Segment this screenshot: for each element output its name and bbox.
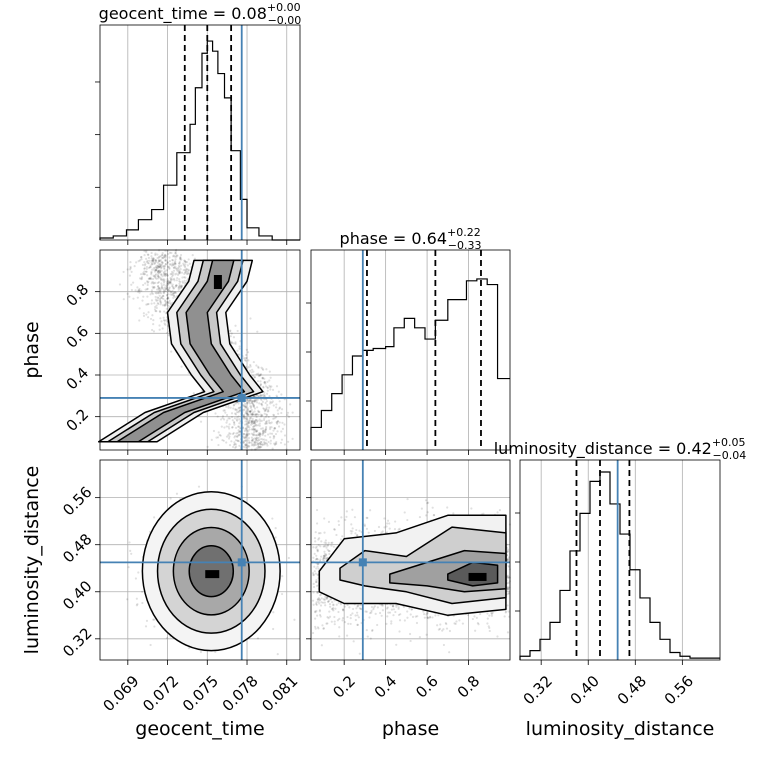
y-tick-label-phase: 0.2 bbox=[63, 405, 93, 435]
y-axis-label-luminosity_distance: luminosity_distance bbox=[21, 466, 43, 655]
y-tick-label-phase: 0.6 bbox=[63, 322, 93, 352]
x-axis-label-geocent_time: geocent_time bbox=[135, 718, 264, 740]
y-tick-label-luminosity_distance: 0.48 bbox=[59, 530, 95, 566]
y-tick-label-phase: 0.8 bbox=[63, 280, 93, 310]
x-tick-label-luminosity_distance: 0.40 bbox=[567, 672, 603, 708]
x-tick-label-phase: 0.4 bbox=[371, 672, 401, 702]
density-peak bbox=[213, 275, 222, 289]
x-tick-label-geocent_time: 0.075 bbox=[179, 672, 222, 715]
title-error: +0.00 −0.00 bbox=[267, 1, 301, 27]
truth-marker bbox=[237, 393, 246, 402]
histogram-frame-luminosity_distance bbox=[519, 459, 721, 661]
y-tick-label-luminosity_distance: 0.32 bbox=[59, 624, 95, 660]
error-plus: +0.22 bbox=[447, 226, 481, 239]
title-phase: phase = 0.64+0.22 −0.33 bbox=[340, 226, 482, 252]
error-plus: +0.00 bbox=[267, 1, 301, 14]
panel-phase-luminosity_distance bbox=[310, 459, 511, 661]
title-luminosity_distance: luminosity_distance = 0.42+0.05 −0.04 bbox=[494, 436, 747, 462]
x-tick-label-geocent_time: 0.081 bbox=[258, 672, 301, 715]
x-tick-label-phase: 0.6 bbox=[412, 672, 442, 702]
truth-marker bbox=[237, 558, 246, 567]
contours-phase-luminosity_distance bbox=[318, 514, 507, 617]
error-plus: +0.05 bbox=[712, 436, 746, 449]
histogram-geocent_time bbox=[99, 40, 300, 241]
panel-geocent_time-luminosity_distance bbox=[99, 459, 301, 661]
x-axis-label-luminosity_distance: luminosity_distance bbox=[526, 718, 715, 740]
y-tick-label-luminosity_distance: 0.40 bbox=[59, 577, 95, 613]
error-minus: −0.00 bbox=[268, 14, 302, 27]
x-tick-label-geocent_time: 0.072 bbox=[139, 672, 182, 715]
error-minus: −0.33 bbox=[448, 239, 482, 252]
x-tick-label-luminosity_distance: 0.32 bbox=[520, 672, 556, 708]
title-label: geocent_time = 0.08 bbox=[99, 4, 267, 24]
histogram-phase bbox=[310, 278, 510, 450]
truth-marker bbox=[358, 558, 367, 567]
density-peak bbox=[205, 570, 220, 579]
error-minus: −0.04 bbox=[713, 449, 747, 462]
histogram-frame-phase bbox=[310, 249, 511, 451]
x-tick-label-geocent_time: 0.069 bbox=[99, 672, 142, 715]
histogram-luminosity_distance bbox=[519, 471, 720, 660]
x-tick-label-luminosity_distance: 0.48 bbox=[614, 672, 650, 708]
panel-geocent_time-phase bbox=[99, 249, 301, 451]
title-geocent_time: geocent_time = 0.08+0.00 −0.00 bbox=[99, 1, 302, 27]
title-error: +0.22 −0.33 bbox=[447, 226, 481, 252]
title-label: phase = 0.64 bbox=[340, 229, 447, 248]
y-tick-label-phase: 0.4 bbox=[63, 364, 93, 394]
histogram-frame-geocent_time bbox=[99, 24, 301, 241]
x-tick-label-phase: 0.2 bbox=[329, 672, 359, 702]
y-axis-label-phase: phase bbox=[21, 321, 43, 378]
x-axis-label-phase: phase bbox=[382, 718, 439, 740]
x-tick-label-phase: 0.8 bbox=[454, 672, 484, 702]
x-tick-label-luminosity_distance: 0.56 bbox=[661, 672, 697, 708]
y-tick-label-luminosity_distance: 0.56 bbox=[59, 483, 95, 519]
x-tick-label-geocent_time: 0.078 bbox=[219, 672, 262, 715]
density-peak bbox=[468, 572, 487, 581]
title-label: luminosity_distance = 0.42 bbox=[494, 439, 712, 459]
title-error: +0.05 −0.04 bbox=[712, 436, 746, 462]
